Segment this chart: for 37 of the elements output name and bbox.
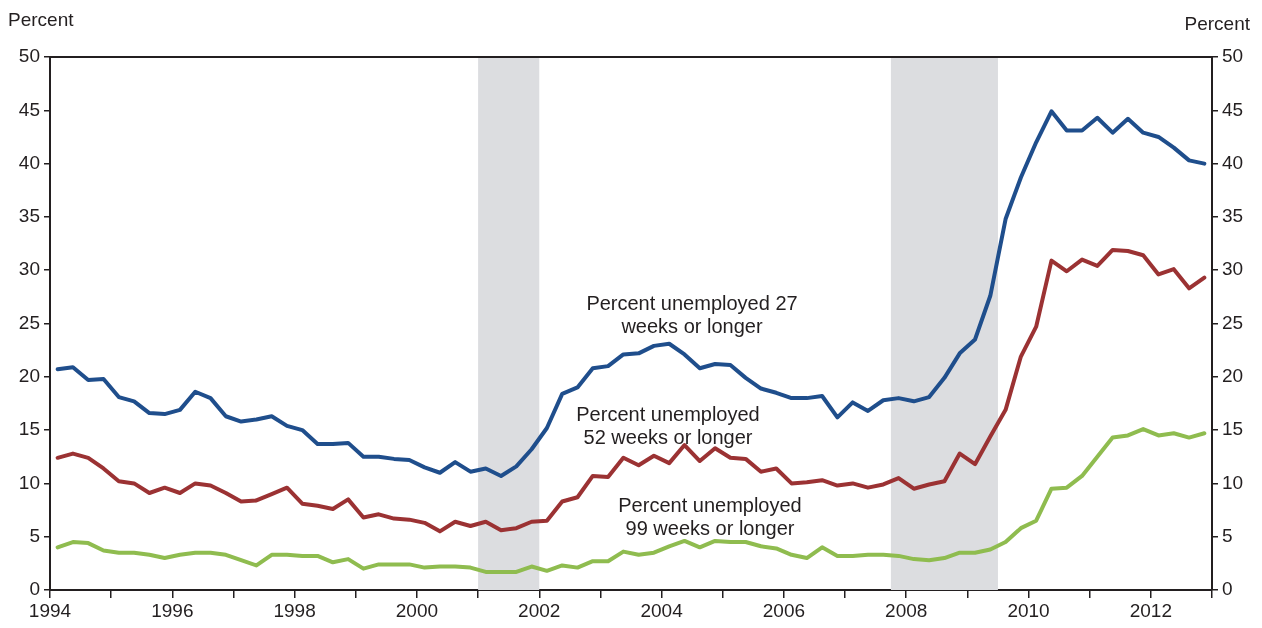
y2-tick-label: 50 [1222, 45, 1244, 67]
y-axis-title: Percent [8, 9, 75, 30]
y2-tick-label: 40 [1222, 151, 1244, 173]
y2-tick-label: 10 [1222, 471, 1244, 493]
y-tick-label: 5 [29, 524, 40, 546]
series-label: Percent unemployed 99 weeks or longer [618, 494, 802, 539]
x-tick-label: 2008 [885, 599, 928, 621]
y-tick-label: 10 [18, 471, 40, 493]
y-tick-label: 35 [18, 205, 40, 227]
y-tick-label: 20 [18, 365, 40, 387]
x-tick-label: 2006 [762, 599, 806, 621]
x-tick-label: 2010 [1007, 599, 1050, 621]
y2-tick-label: 45 [1222, 98, 1244, 120]
y2-tick-label: 25 [1222, 311, 1244, 333]
y-tick-label: 0 [29, 578, 40, 600]
x-tick-label: 1998 [273, 599, 316, 621]
x-tick-label: 1994 [28, 599, 72, 621]
y2-tick-label: 5 [1222, 524, 1233, 546]
y-tick-label: 40 [18, 151, 40, 173]
series-label: Percent unemployed 27 weeks or longer [586, 292, 798, 337]
x-tick-label: 2002 [518, 599, 561, 621]
y-tick-label: 15 [18, 418, 40, 440]
y-tick-label: 25 [18, 311, 40, 333]
x-tick-label: 2012 [1129, 599, 1172, 621]
y2-tick-label: 35 [1222, 205, 1244, 227]
y2-tick-label: 15 [1222, 418, 1244, 440]
y-tick-label: 50 [18, 45, 40, 67]
y2-axis-title: Percent [1184, 13, 1251, 34]
series-label: Percent unemployed 52 weeks or longer [576, 403, 760, 448]
x-tick-label: 1996 [151, 599, 194, 621]
y2-tick-label: 20 [1222, 365, 1244, 387]
y2-tick-label: 0 [1222, 578, 1233, 600]
x-tick-label: 2000 [395, 599, 439, 621]
y-tick-label: 45 [18, 98, 40, 120]
y2-tick-label: 30 [1222, 258, 1244, 280]
x-tick-label: 2004 [640, 599, 684, 621]
y-tick-label: 30 [18, 258, 40, 280]
